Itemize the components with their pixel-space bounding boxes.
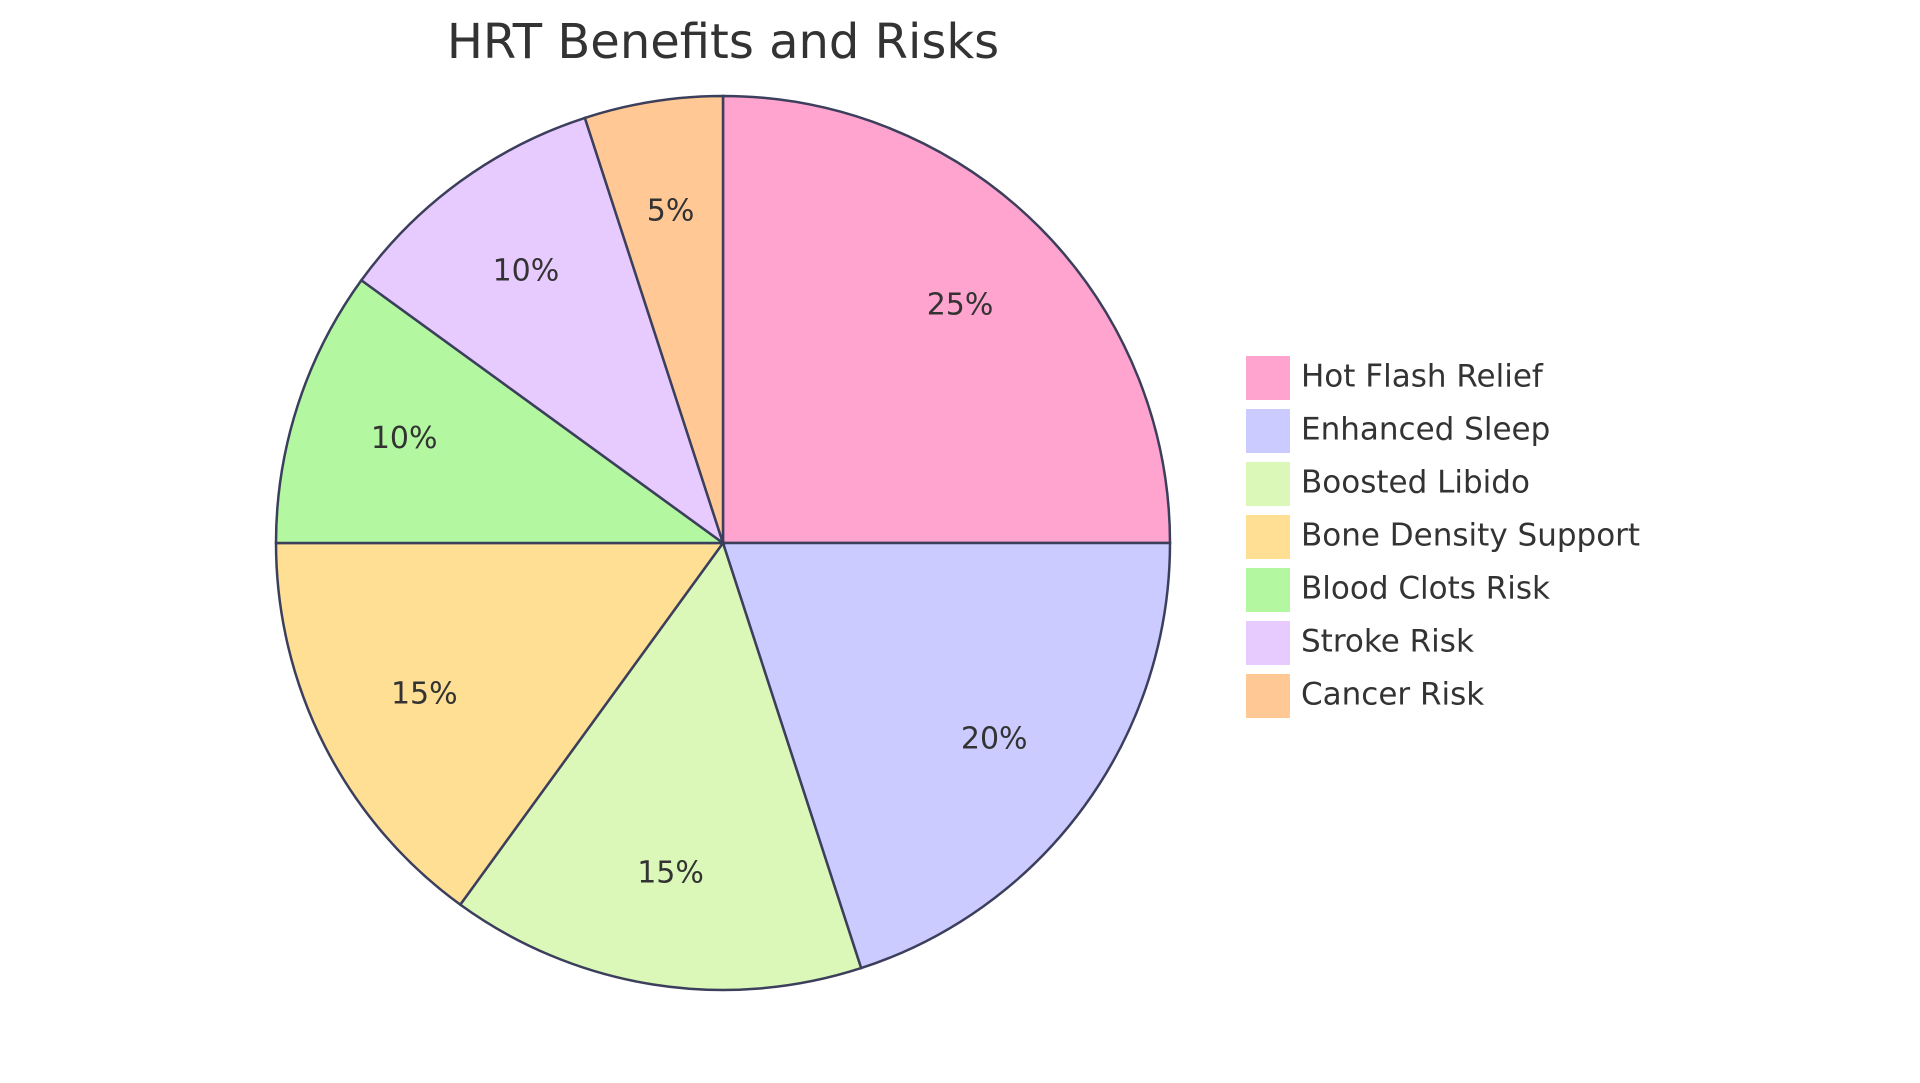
pie-slice-labels: 25% 20% 15% 15% 10% 10% 5% [371, 193, 1028, 890]
chart-title: HRT Benefits and Risks [447, 14, 999, 70]
legend-label-stroke-risk: Stroke Risk [1301, 624, 1474, 660]
legend-label-bone-density-support: Bone Density Support [1301, 518, 1640, 554]
legend-swatch-cancer-risk [1244, 672, 1292, 720]
legend-label-hot-flash-relief: Hot Flash Relief [1301, 359, 1544, 395]
pie-slice-bone-density-support [274, 541, 726, 907]
slice-label-hot-flash-relief: 25% [927, 287, 994, 322]
legend-swatch-stroke-risk [1244, 619, 1292, 667]
slice-label-boosted-libido: 15% [637, 856, 704, 891]
slice-label-enhanced-sleep: 20% [961, 722, 1028, 757]
pie-slice-stroke-risk [359, 116, 726, 547]
legend-label-cancer-risk: Cancer Risk [1301, 677, 1484, 713]
slice-label-cancer-risk: 5% [647, 193, 695, 228]
slice-label-bone-density-support: 15% [391, 677, 458, 712]
legend-label-enhanced-sleep: Enhanced Sleep [1301, 412, 1550, 448]
pie-slice-hot-flash-relief [721, 94, 1172, 545]
slice-label-blood-clots-risk: 10% [371, 421, 438, 456]
pie-slice-cancer-risk [583, 94, 725, 544]
legend-swatch-boosted-libido [1244, 460, 1292, 508]
slice-label-stroke-risk: 10% [493, 253, 560, 288]
legend-swatch-blood-clots-risk [1244, 566, 1292, 614]
pie-slice-blood-clots-risk [274, 278, 727, 545]
legend-label-blood-clots-risk: Blood Clots Risk [1301, 571, 1550, 607]
legend-swatch-bone-density-support [1244, 513, 1292, 561]
pie-slice-boosted-libido [458, 540, 863, 992]
pie-slice-enhanced-sleep [721, 541, 1172, 970]
legend-swatch-enhanced-sleep [1244, 407, 1292, 455]
legend-swatch-hot-flash-relief [1244, 354, 1292, 402]
pie-slices [274, 94, 1172, 992]
legend-label-boosted-libido: Boosted Libido [1301, 465, 1530, 501]
legend: Hot Flash Relief Enhanced Sleep Boosted Li… [1244, 354, 1640, 720]
